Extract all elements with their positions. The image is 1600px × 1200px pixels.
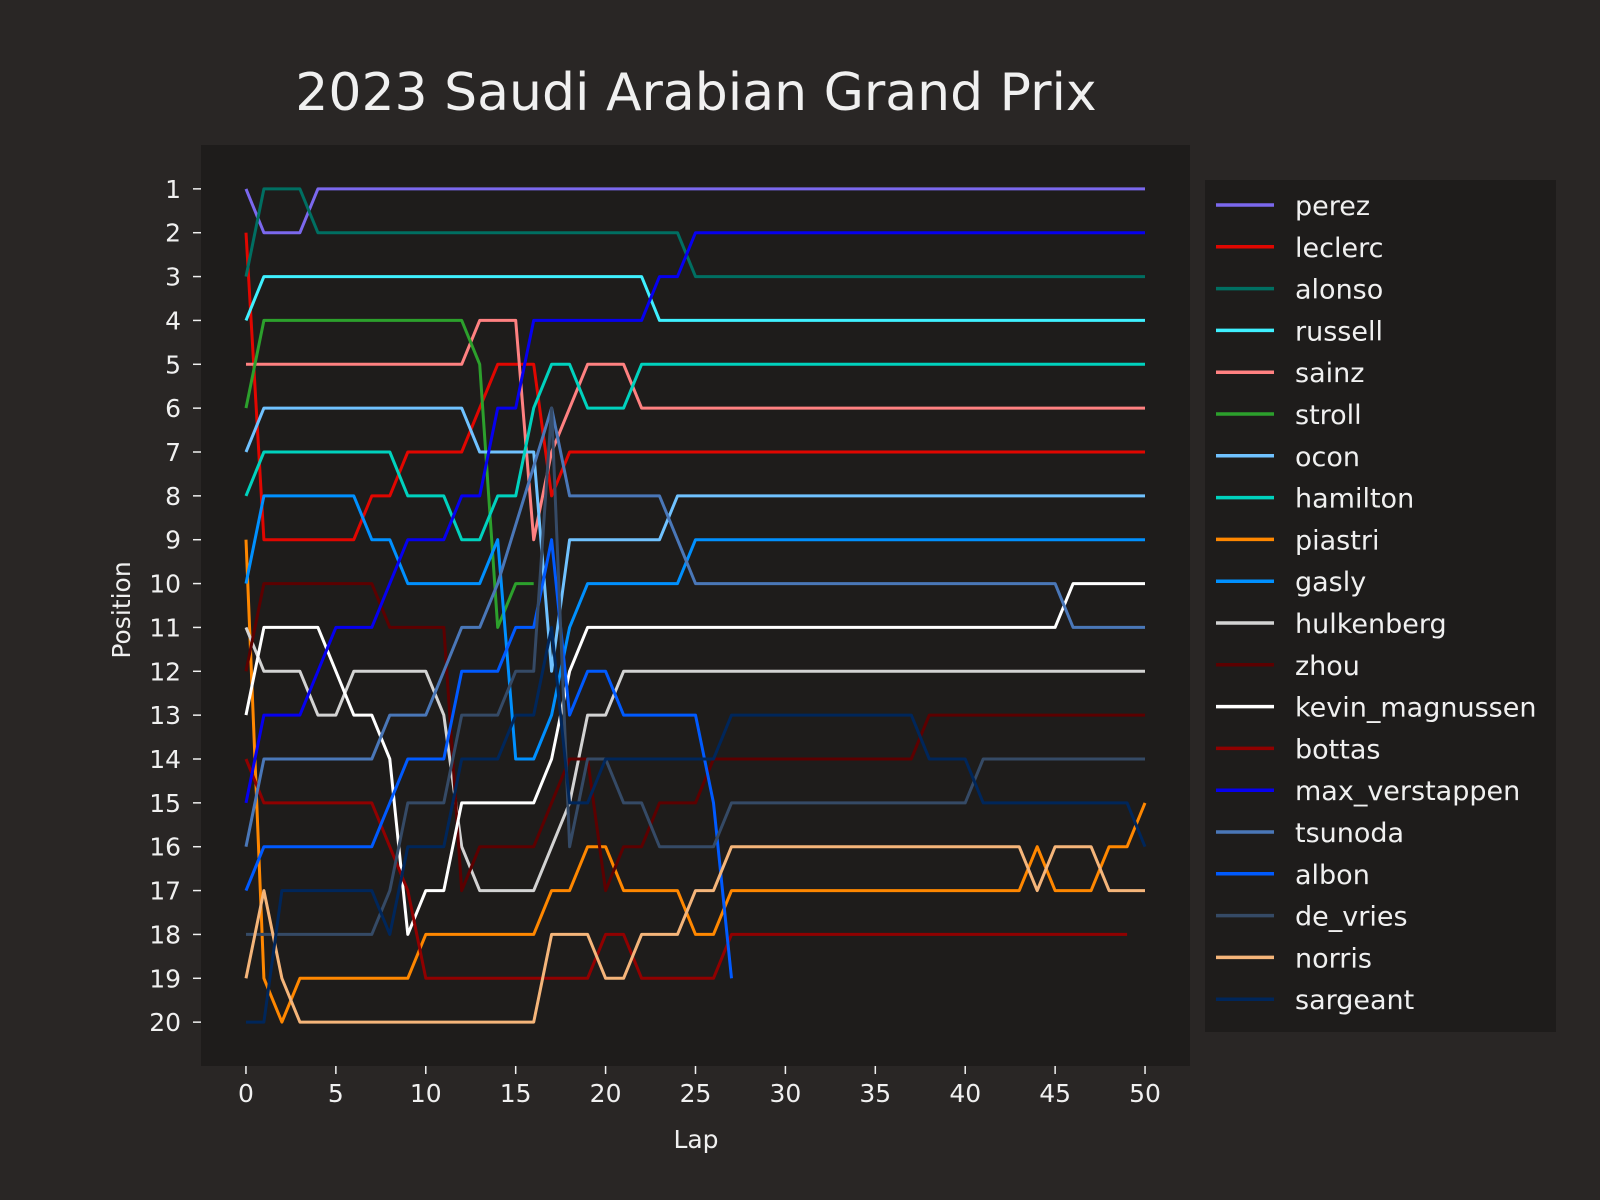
series-line-zhou xyxy=(244,582,1145,893)
y-tick-label: 10 xyxy=(149,570,181,599)
series-line-norris xyxy=(244,845,1145,1024)
legend-label-zhou: zhou xyxy=(1295,651,1360,682)
legend-label-kevin_magnussen: kevin_magnussen xyxy=(1295,693,1536,724)
series-line-kevin_magnussen xyxy=(244,582,1145,936)
y-tick-label: 3 xyxy=(165,263,181,292)
y-tick-label: 19 xyxy=(149,964,181,993)
legend-label-gasly: gasly xyxy=(1295,567,1366,598)
legend-box xyxy=(1205,180,1556,1032)
legend-label-sainz: sainz xyxy=(1295,358,1364,389)
plot-area xyxy=(201,145,1190,1066)
y-tick-label: 1 xyxy=(165,175,181,204)
series-line-sargeant xyxy=(246,625,1147,1024)
y-tick-label: 15 xyxy=(149,789,181,818)
series-line-de_vries xyxy=(246,406,1145,936)
y-tick-label: 6 xyxy=(165,394,181,423)
x-tick-label: 45 xyxy=(1039,1079,1071,1108)
legend-label-leclerc: leclerc xyxy=(1295,233,1383,264)
y-tick-label: 2 xyxy=(165,219,181,248)
y-tick-label: 11 xyxy=(149,613,181,642)
legend-label-bottas: bottas xyxy=(1295,734,1380,765)
x-tick-label: 5 xyxy=(328,1079,344,1108)
y-tick-label: 12 xyxy=(149,657,181,686)
y-tick-label: 16 xyxy=(149,833,181,862)
legend-label-hulkenberg: hulkenberg xyxy=(1295,609,1447,640)
x-tick-label: 30 xyxy=(770,1079,802,1108)
legend-label-hamilton: hamilton xyxy=(1295,484,1414,515)
series-line-hamilton xyxy=(244,362,1145,542)
x-tick-label: 15 xyxy=(500,1079,532,1108)
legend-label-alonso: alonso xyxy=(1295,275,1383,306)
chart-title: 2023 Saudi Arabian Grand Prix xyxy=(295,63,1096,123)
series-line-alonso xyxy=(244,187,1145,279)
legend-label-piastri: piastri xyxy=(1295,525,1379,556)
x-tick-label: 35 xyxy=(859,1079,891,1108)
legend-label-sargeant: sargeant xyxy=(1295,985,1414,1016)
series-line-leclerc xyxy=(244,232,1145,542)
legend-items: perez leclerc alonso russell sainz stroll ocon… xyxy=(1216,191,1536,1016)
y-tick-label: 20 xyxy=(149,1008,181,1037)
y-tick-label: 9 xyxy=(165,526,181,555)
x-axis-label: Lap xyxy=(673,1125,718,1154)
legend-label-norris: norris xyxy=(1295,943,1372,974)
legend-label-albon: albon xyxy=(1295,860,1370,891)
y-tick-label: 7 xyxy=(165,438,181,467)
y-tick-label: 18 xyxy=(149,920,181,949)
series-line-bottas xyxy=(244,758,1128,980)
series-line-piastri xyxy=(244,539,1147,1024)
y-axis-label: Position xyxy=(107,561,136,658)
y-tick-label: 17 xyxy=(149,877,181,906)
y-tick-label: 13 xyxy=(149,701,181,730)
legend: perez leclerc alonso russell sainz stroll ocon… xyxy=(1205,180,1556,1032)
x-tick-label: 20 xyxy=(590,1079,622,1108)
legend-label-max_verstappen: max_verstappen xyxy=(1295,776,1520,807)
legend-label-tsunoda: tsunoda xyxy=(1295,818,1404,849)
series-line-stroll xyxy=(244,318,534,629)
y-tick-label: 4 xyxy=(165,306,181,335)
x-axis: 0 5 10 15 20 25 30 35 40 45 50 xyxy=(238,1066,1161,1108)
series-line-albon xyxy=(244,538,733,979)
y-tick-label: 14 xyxy=(149,745,181,774)
legend-label-stroll: stroll xyxy=(1295,400,1362,431)
y-tick-label: 5 xyxy=(165,350,181,379)
series-line-tsunoda xyxy=(244,406,1145,847)
x-tick-label: 10 xyxy=(410,1079,442,1108)
legend-label-ocon: ocon xyxy=(1295,442,1360,473)
x-tick-label: 25 xyxy=(680,1079,712,1108)
legend-label-de_vries: de_vries xyxy=(1295,902,1408,933)
x-tick-label: 50 xyxy=(1129,1079,1161,1108)
legend-label-perez: perez xyxy=(1295,191,1370,222)
series-lines xyxy=(244,187,1147,1024)
legend-label-russell: russell xyxy=(1295,316,1383,347)
x-tick-label: 40 xyxy=(949,1079,981,1108)
x-tick-label: 0 xyxy=(238,1079,254,1108)
y-tick-label: 8 xyxy=(165,482,181,511)
series-line-max_verstappen xyxy=(244,231,1145,804)
series-line-russell xyxy=(244,275,1145,322)
